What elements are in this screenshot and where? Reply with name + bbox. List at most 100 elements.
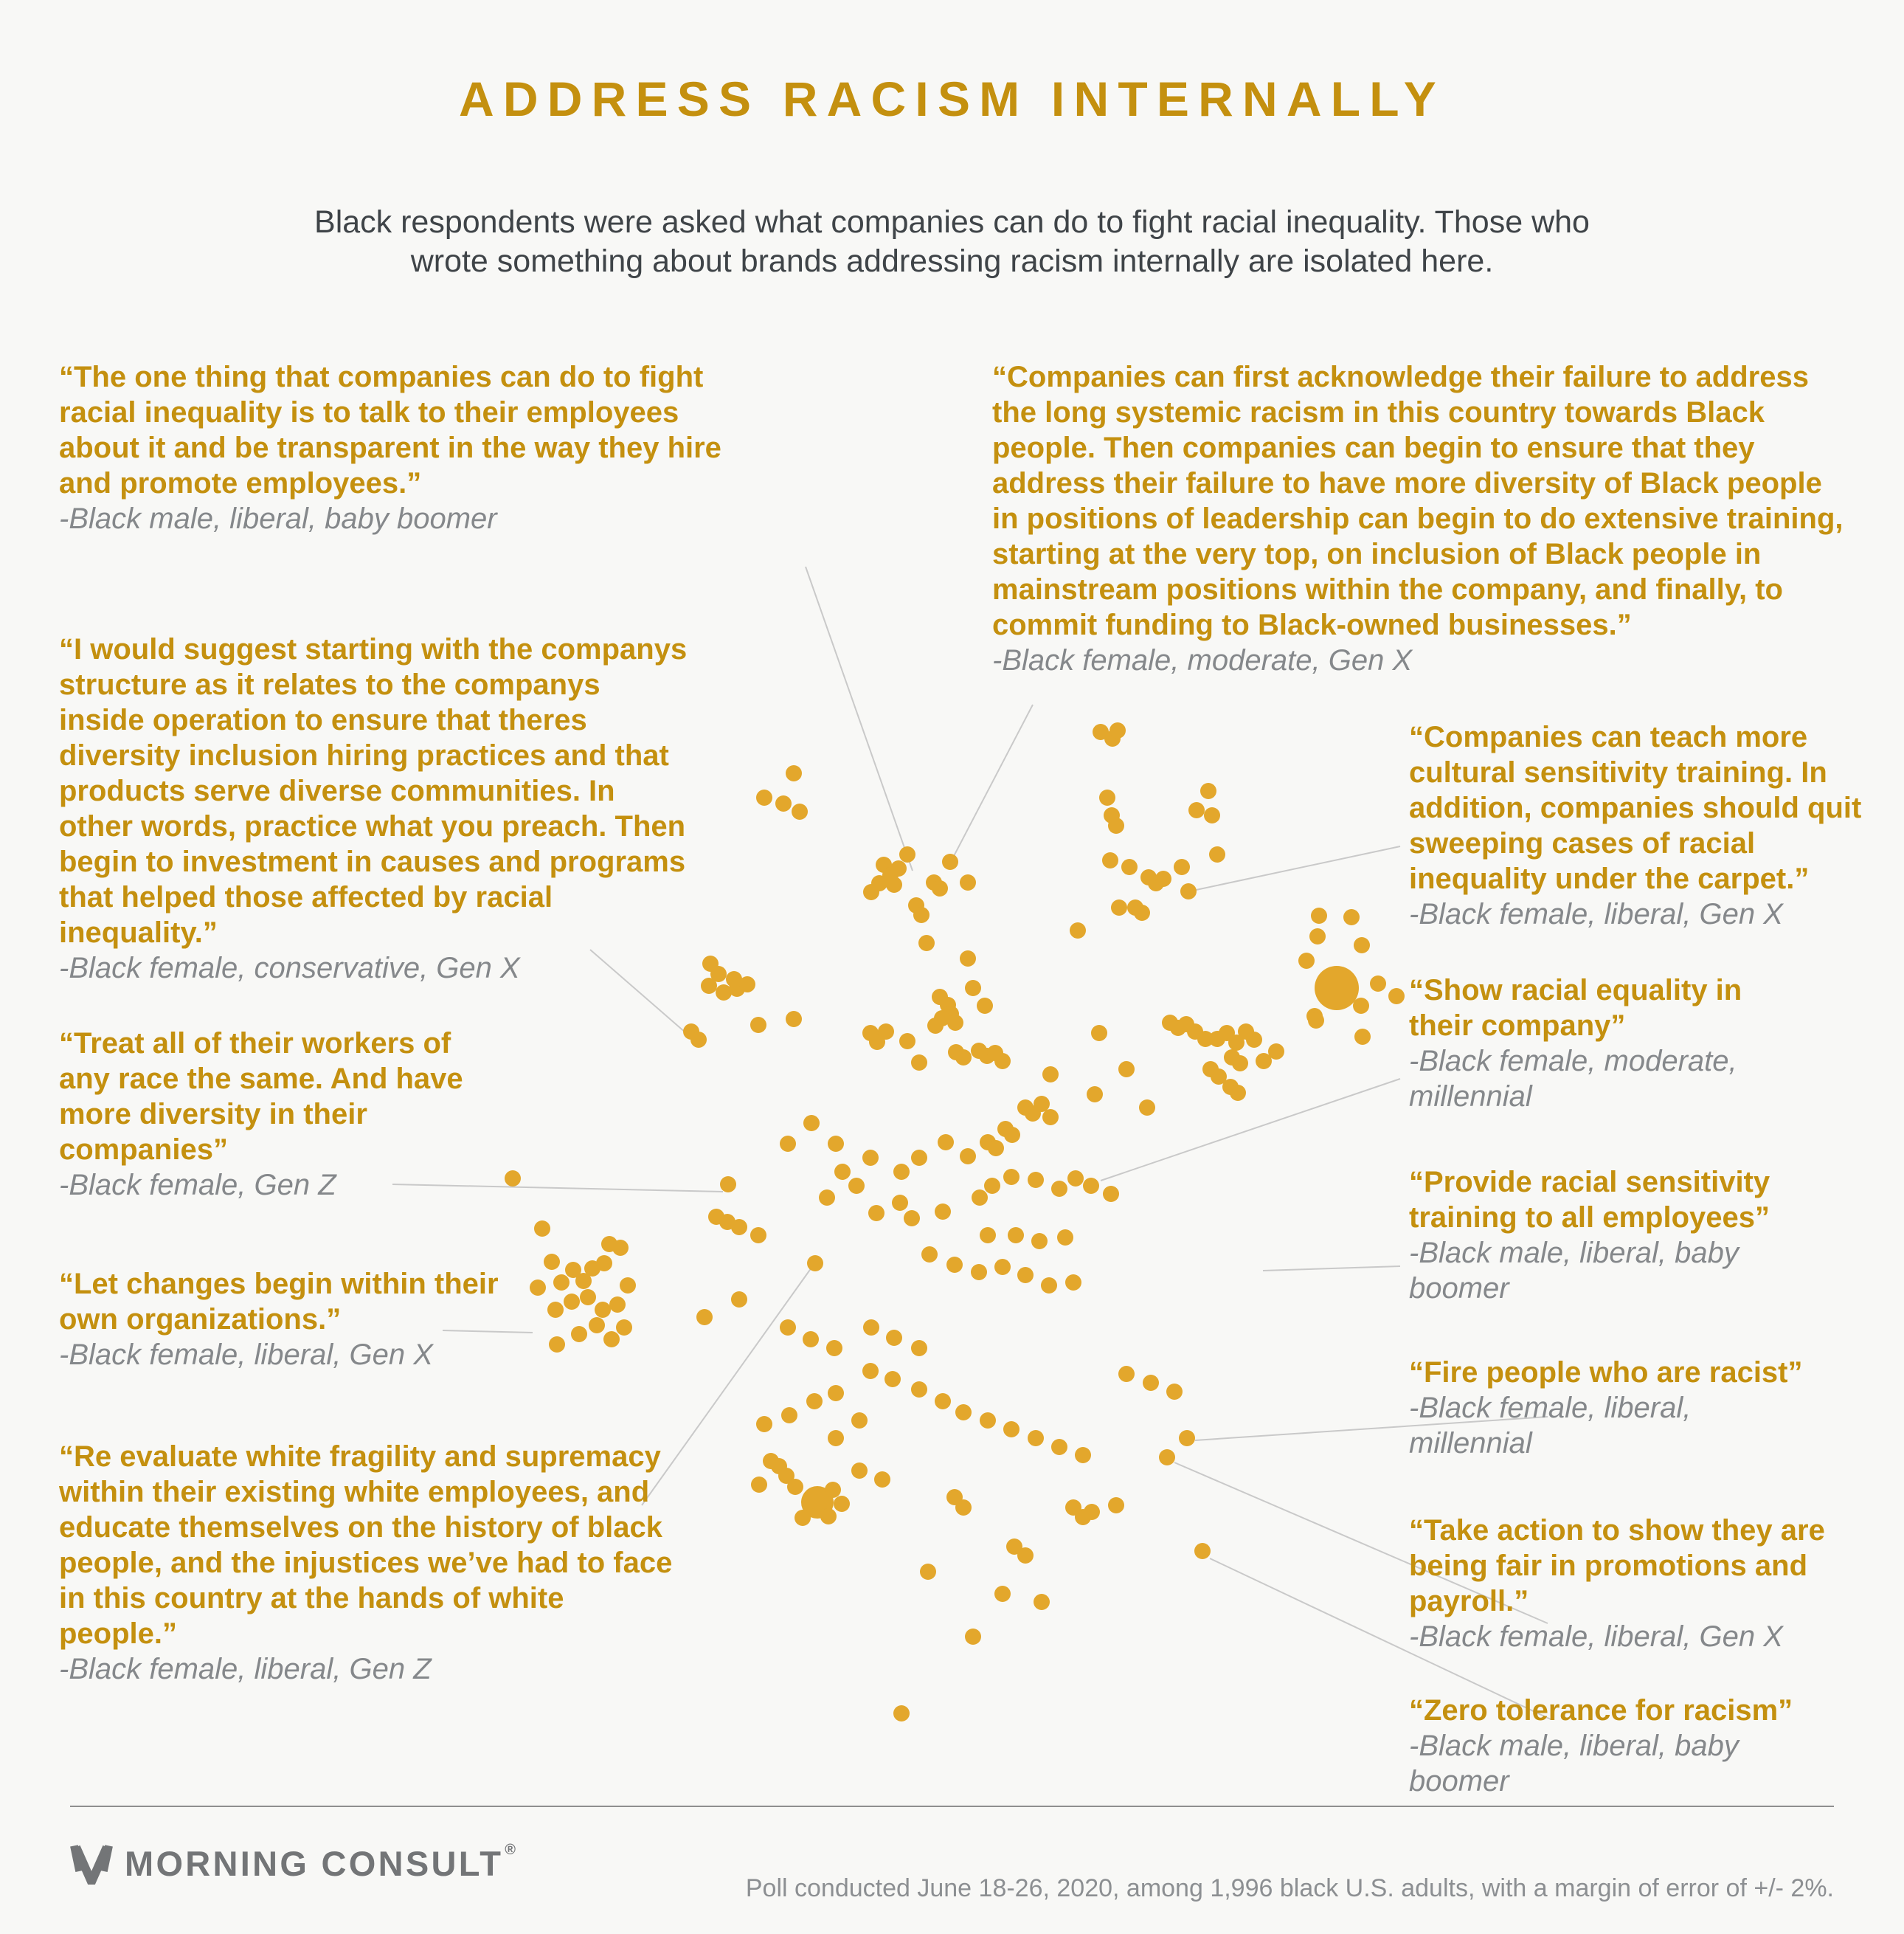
respondent-dot [1051, 1439, 1067, 1455]
respondent-dot [1017, 1547, 1034, 1564]
respondent-dot [955, 1404, 972, 1420]
respondent-dot [1246, 1032, 1262, 1048]
quote-text: “Zero tolerance for racism” [1409, 1694, 1793, 1727]
respondent-dot [795, 1510, 811, 1526]
respondent-dot [1083, 1178, 1099, 1194]
respondent-dot [820, 1508, 837, 1524]
respondent-dot [1070, 922, 1086, 939]
respondent-dot [716, 984, 732, 1001]
leader-line [1194, 1416, 1548, 1441]
respondent-dot [972, 1189, 988, 1206]
respondent-dot [863, 884, 879, 900]
respondent-dot [575, 1273, 592, 1289]
respondent-dot [825, 1482, 841, 1498]
page-subtitle-line1: Black respondents were asked what compan… [314, 204, 1590, 240]
respondent-dot [890, 860, 907, 877]
respondent-dot [603, 1331, 620, 1347]
respondent-dot [553, 1274, 570, 1291]
respondent-dot [868, 1205, 885, 1221]
respondent-dot [710, 966, 727, 982]
respondent-dot [696, 1309, 713, 1325]
respondent-dot [701, 978, 717, 994]
respondent-dot [1159, 1449, 1175, 1465]
respondent-dot [1091, 1025, 1107, 1041]
respondent-dot [1166, 1384, 1183, 1400]
quote-attribution: -Black male, liberal, baby boomer [1409, 1237, 1739, 1305]
respondent-dot [921, 1246, 938, 1263]
respondent-dot [911, 1340, 927, 1356]
respondent-dot [1118, 1061, 1135, 1077]
respondent-dot [1108, 1497, 1124, 1513]
quote-text: “Take action to show they are being fair… [1409, 1514, 1825, 1617]
leader-line [805, 566, 913, 871]
respondent-dot [1354, 1029, 1371, 1045]
respondent-dot [994, 1259, 1011, 1275]
quote-attribution: -Black female, liberal, Gen Z [59, 1653, 432, 1685]
quote-text: “Companies can first acknowledge their f… [992, 361, 1844, 641]
quote-attribution: -Black male, liberal, baby boomer [1409, 1730, 1739, 1797]
respondent-dot [1308, 1012, 1324, 1029]
respondent-dot [1343, 909, 1360, 925]
quote-text: “Provide racial sensitivity training to … [1409, 1166, 1770, 1234]
respondent-dot [932, 880, 948, 897]
quote-block: “Fire people who are racist” -Black femal… [1409, 1355, 1822, 1461]
quote-block: “Provide racial sensitivity training to … [1409, 1164, 1811, 1306]
respondent-dot [1209, 846, 1225, 863]
brand-logo: MORNING CONSULT ® [70, 1842, 516, 1885]
respondent-dot [620, 1277, 636, 1294]
quote-block: “Re evaluate white fragility and suprema… [59, 1439, 679, 1687]
respondent-dot [807, 1255, 823, 1271]
respondent-dot [806, 1393, 823, 1409]
respondent-dot [965, 980, 981, 996]
respondent-dot [1057, 1229, 1073, 1246]
respondent-dot [920, 1564, 936, 1580]
respondent-dot [565, 1262, 581, 1278]
respondent-dot [911, 1150, 927, 1166]
respondent-dot [965, 1629, 981, 1645]
page-subtitle-line2: wrote something about brands addressing … [410, 244, 1494, 279]
respondent-dot [1042, 1066, 1059, 1082]
leader-line [1100, 1078, 1401, 1181]
respondent-dot [984, 1178, 1000, 1194]
respondent-dot [1311, 908, 1327, 924]
respondent-dot [596, 1255, 612, 1271]
respondent-dot [1232, 1055, 1248, 1071]
respondent-dot [781, 1407, 797, 1423]
respondent-dot [1204, 807, 1220, 823]
page-subtitle: Black respondents were asked what compan… [0, 203, 1904, 281]
respondent-dot [834, 1164, 851, 1180]
respondent-dot [885, 1371, 901, 1387]
respondent-dot [862, 1363, 879, 1379]
respondent-dot [750, 1017, 766, 1033]
quote-block: “Treat all of their workers of any race … [59, 1026, 472, 1203]
respondent-dot [828, 1430, 844, 1446]
brand-name: MORNING CONSULT [125, 1843, 504, 1883]
respondent-dot [960, 874, 976, 891]
respondent-dot [955, 1499, 972, 1516]
respondent-dot [580, 1289, 596, 1305]
respondent-dot [564, 1294, 580, 1310]
respondent-dot [547, 1302, 564, 1318]
respondent-dot [980, 1227, 996, 1243]
respondent-dot [780, 1136, 796, 1152]
respondent-dot [1111, 899, 1127, 916]
respondent-dot [904, 1210, 920, 1226]
leader-line [392, 1184, 724, 1192]
quote-attribution: -Black female, liberal, Gen X [1409, 1620, 1783, 1653]
respondent-dot [1180, 883, 1197, 899]
respondent-dot [530, 1279, 546, 1296]
respondent-dot [874, 1471, 890, 1488]
respondent-dot [739, 976, 755, 992]
respondent-dot [1200, 783, 1216, 799]
respondent-dot [595, 1302, 611, 1318]
respondent-dot [848, 1178, 865, 1194]
quote-text: “I would suggest starting with the compa… [59, 633, 688, 949]
respondent-dot [851, 1412, 868, 1429]
respondent-dot [1108, 818, 1124, 834]
respondent-dot [1109, 722, 1126, 739]
respondent-dot [971, 1264, 987, 1280]
respondent-dot [780, 1319, 796, 1336]
respondent-dot [1228, 1035, 1244, 1051]
quote-block: “Companies can first acknowledge their f… [992, 359, 1848, 678]
